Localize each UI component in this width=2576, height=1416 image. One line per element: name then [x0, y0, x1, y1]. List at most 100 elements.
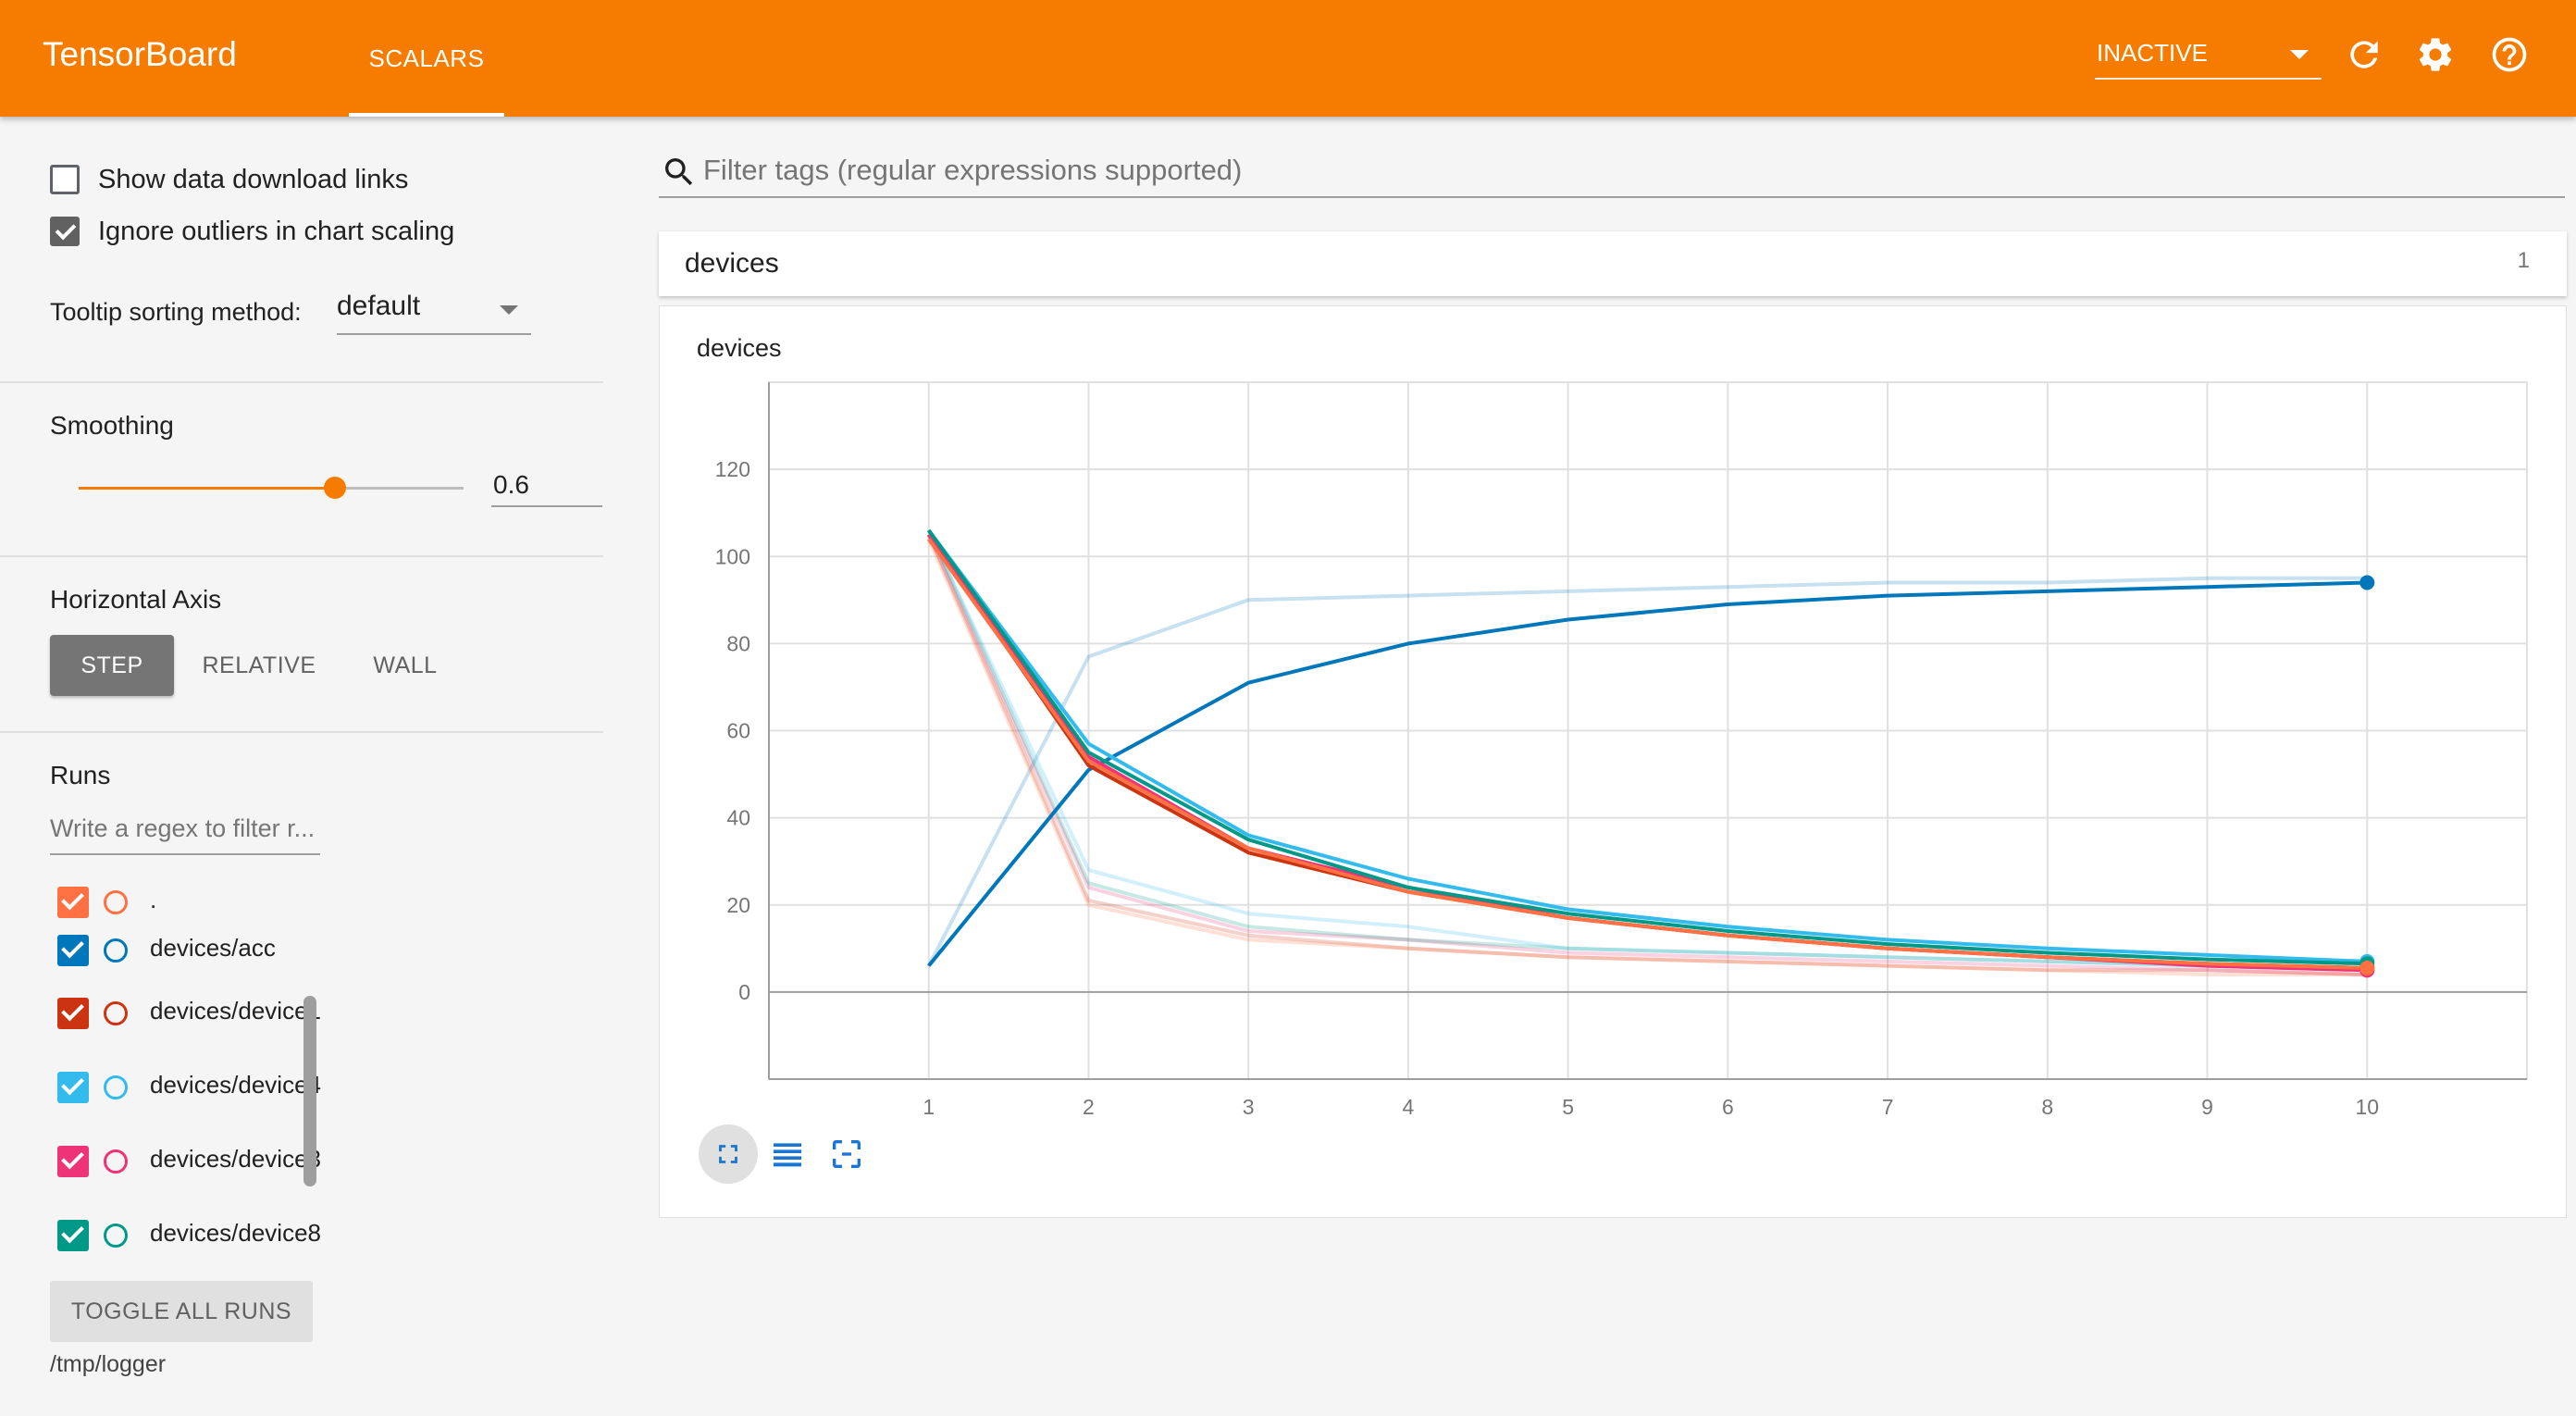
toggle-log-scale-button[interactable]	[758, 1124, 817, 1184]
log-directory: /tmp/logger	[50, 1351, 167, 1377]
chevron-down-icon	[2290, 50, 2309, 59]
x-tick-label: 2	[1083, 1095, 1095, 1119]
runs-title: Runs	[50, 761, 111, 789]
axis-relative-button[interactable]: RELATIVE	[202, 652, 316, 678]
raw-series-line	[926, 538, 2368, 976]
chart-title: devices	[697, 334, 782, 362]
tab-scalars-label: SCALARS	[368, 43, 485, 72]
run-label: devices/acc	[150, 934, 276, 962]
tag-filter-placeholder: Filter tags (regular expressions support…	[703, 154, 1243, 186]
raw-series-line	[926, 529, 2368, 973]
tab-scalars[interactable]: SCALARS	[349, 0, 504, 117]
x-tick-label: 6	[1722, 1095, 1734, 1119]
y-tick-label: 60	[726, 719, 750, 743]
run-radio-button[interactable]	[104, 890, 128, 914]
chart-card: devices 0 20 40 60 80 100 120 1 2 3 4 5 6 7 8 9 10	[659, 305, 2567, 1218]
x-tick-label: 3	[1243, 1095, 1255, 1119]
run-label: devices/device4	[150, 1071, 321, 1099]
axis-wall-button[interactable]: WALL	[373, 652, 438, 678]
line-chart[interactable]: 0 20 40 60 80 100 120 1 2 3 4 5 6 7 8 9 10	[660, 306, 2568, 1121]
run-radio-button[interactable]	[104, 1149, 128, 1174]
fullscreen-icon	[719, 1145, 737, 1163]
tooltip-sorting-label: Tooltip sorting method:	[50, 298, 302, 326]
run-checkbox[interactable]	[57, 998, 89, 1029]
fit-domain-button[interactable]	[817, 1124, 876, 1184]
run-checkbox[interactable]	[57, 1072, 89, 1103]
active-tab-indicator	[349, 113, 504, 117]
axis-step-button[interactable]: STEP	[50, 635, 174, 696]
help-icon[interactable]	[2489, 34, 2530, 75]
x-tick-label: 8	[2041, 1095, 2053, 1119]
inactive-dashboards-select[interactable]: INACTIVE	[2095, 35, 2322, 80]
y-tick-label: 80	[726, 631, 750, 655]
x-tick-label: 1	[923, 1095, 935, 1119]
raw-series-line	[926, 533, 2368, 976]
y-tick-label: 40	[726, 806, 750, 830]
y-tick-label: 0	[738, 980, 750, 1004]
smoothing-slider[interactable]	[79, 477, 464, 499]
runs-scrollbar[interactable]	[303, 996, 316, 1186]
expand-chart-button[interactable]	[699, 1124, 758, 1184]
list-icon	[774, 1143, 801, 1167]
runs-filter-input[interactable]: Write a regex to filter r...	[50, 807, 320, 855]
x-tick-label: 5	[1562, 1095, 1574, 1119]
smoothed-series-line	[927, 528, 2368, 963]
run-checkbox[interactable]	[57, 887, 89, 918]
run-label: devices/device8	[150, 1219, 321, 1247]
raw-series-line	[926, 576, 2368, 967]
refresh-icon[interactable]	[2344, 34, 2384, 75]
run-checkbox[interactable]	[57, 1146, 89, 1177]
run-radio-button[interactable]	[104, 938, 128, 963]
smoothing-slider-fill	[79, 487, 336, 490]
smoothing-value-input[interactable]: 0.6	[491, 465, 602, 507]
x-tick-label: 9	[2201, 1095, 2213, 1119]
run-radio-button[interactable]	[104, 1001, 128, 1025]
run-checkbox[interactable]	[57, 935, 89, 966]
smoothed-series-line	[927, 580, 2368, 967]
y-tick-label: 20	[726, 893, 750, 917]
raw-series-line	[926, 533, 2368, 976]
category-header-devices[interactable]: devices 1	[659, 231, 2567, 296]
run-radio-button[interactable]	[104, 1223, 128, 1248]
tag-filter-input[interactable]: Filter tags (regular expressions support…	[659, 148, 2565, 198]
fit-to-data-icon	[833, 1140, 861, 1168]
run-checkbox[interactable]	[57, 1220, 89, 1251]
y-tick-label: 100	[715, 544, 750, 568]
run-label: devices/device3	[150, 1145, 321, 1173]
divider	[0, 555, 603, 557]
top-bar: TensorBoard SCALARS INACTIVE	[0, 0, 2576, 117]
smoothed-series-line	[927, 528, 2368, 966]
x-tick-label: 7	[1882, 1095, 1894, 1119]
smoothing-title: Smoothing	[50, 411, 174, 440]
x-tick-label: 10	[2355, 1095, 2379, 1119]
run-label: devices/device1	[150, 997, 321, 1025]
category-count: 1	[2517, 248, 2530, 273]
show-download-links-checkbox[interactable]	[50, 165, 80, 194]
divider	[0, 731, 603, 733]
gear-icon[interactable]	[2415, 34, 2456, 75]
tooltip-sorting-select[interactable]: default	[337, 287, 531, 335]
run-radio-button[interactable]	[104, 1075, 128, 1099]
ignore-outliers-label: Ignore outliers in chart scaling	[98, 216, 455, 246]
ignore-outliers-toggle[interactable]: Ignore outliers in chart scaling	[50, 213, 454, 250]
chevron-down-icon	[500, 305, 518, 315]
runs-filter-placeholder: Write a regex to filter r...	[50, 814, 316, 842]
search-icon	[665, 158, 693, 186]
series-end-point	[2359, 575, 2375, 590]
tooltip-sorting-value: default	[337, 291, 421, 321]
inactive-select-label: INACTIVE	[2097, 39, 2208, 67]
category-title: devices	[685, 248, 779, 279]
smoothing-slider-thumb[interactable]	[324, 477, 347, 499]
smoothing-value: 0.6	[493, 470, 529, 499]
ignore-outliers-checkbox[interactable]	[50, 217, 80, 246]
show-download-links-label: Show data download links	[98, 164, 409, 194]
smoothed-series-line	[927, 538, 2368, 970]
app-title: TensorBoard	[43, 35, 237, 73]
y-tick-label: 120	[715, 457, 750, 481]
toggle-all-runs-button[interactable]: TOGGLE ALL RUNS	[50, 1281, 313, 1342]
series-end-point	[2359, 960, 2375, 975]
horizontal-axis-title: Horizontal Axis	[50, 585, 222, 614]
show-download-links-toggle[interactable]: Show data download links	[50, 161, 408, 198]
sidebar: Show data download links Ignore outliers…	[0, 117, 603, 1416]
run-label: .	[150, 886, 157, 913]
